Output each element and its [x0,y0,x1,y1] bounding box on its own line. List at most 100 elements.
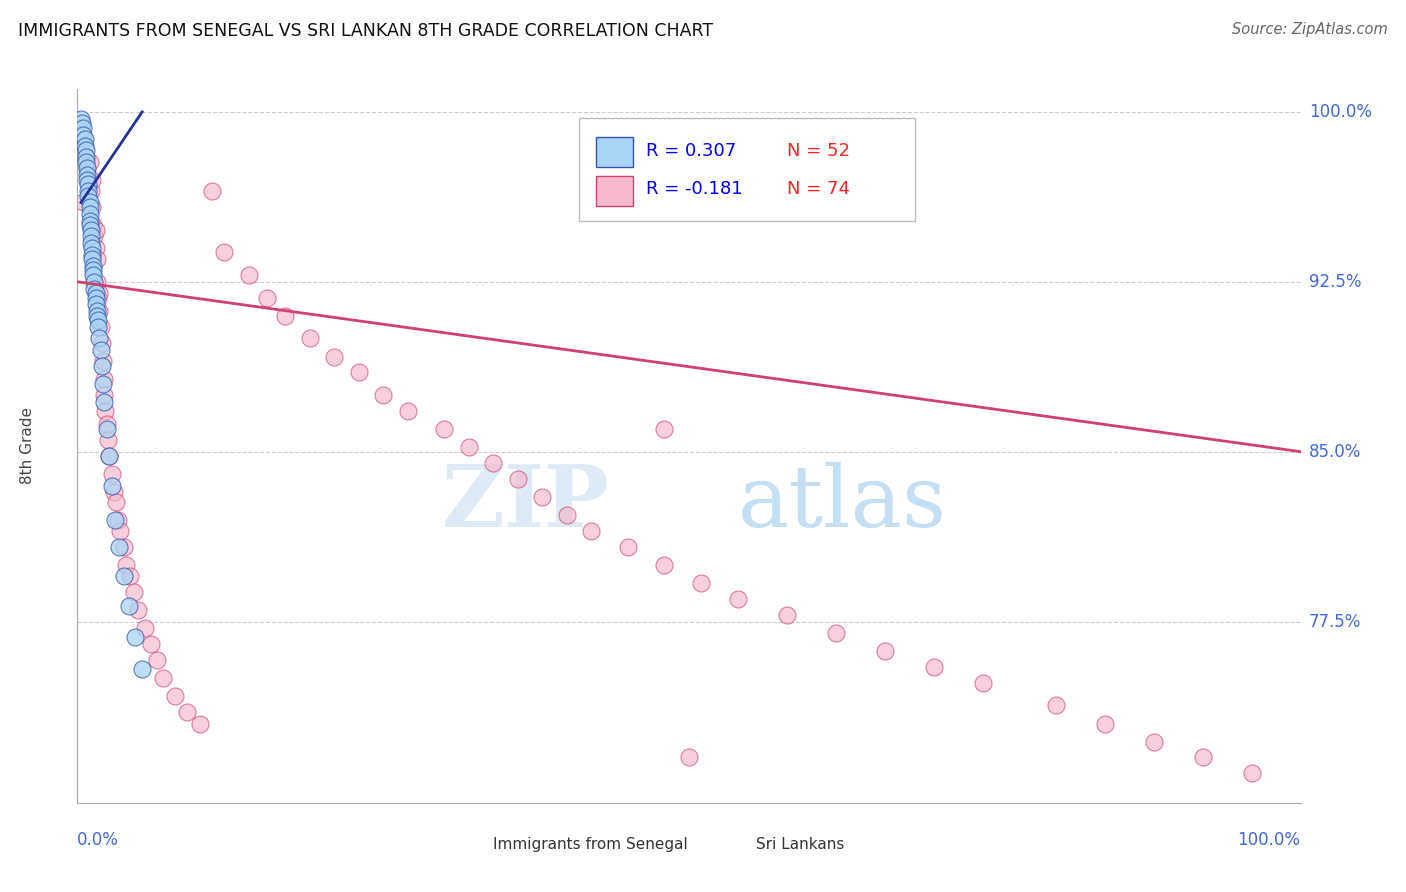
Point [347,365,370,379]
Point [76,173,98,187]
Point [100,478,122,492]
Point [188,716,211,731]
Text: N = 52: N = 52 [787,142,849,160]
Point [654,558,676,572]
Point [79,207,101,221]
Point [112,540,135,554]
Point [727,591,749,606]
Point [84,291,107,305]
Point [579,524,602,538]
Point [118,599,141,613]
Text: N = 74: N = 74 [787,180,849,198]
Point [75,154,97,169]
Text: Source: ZipAtlas.com: Source: ZipAtlas.com [1232,22,1388,37]
Point [371,388,394,402]
Point [91,376,114,391]
Point [323,350,346,364]
Point [80,252,103,266]
Point [112,569,135,583]
Point [87,291,110,305]
Point [82,268,104,282]
Point [86,309,108,323]
Point [152,671,174,685]
Point [72,128,94,142]
Point [80,200,103,214]
Text: 100.0%: 100.0% [1309,103,1372,120]
Point [75,144,97,158]
Point [531,490,554,504]
Point [274,309,297,323]
Point [86,304,108,318]
Point [82,218,104,232]
Text: Sri Lankans: Sri Lankans [756,837,845,852]
Point [90,335,112,350]
Point [176,705,198,719]
Point [98,449,121,463]
Text: 85.0%: 85.0% [1309,442,1361,460]
Point [90,320,112,334]
Point [90,343,112,357]
Point [122,585,145,599]
Text: R = 0.307: R = 0.307 [647,142,737,160]
Point [87,313,110,327]
Point [1143,734,1166,748]
Point [298,331,321,345]
Text: Immigrants from Senegal: Immigrants from Senegal [494,837,688,852]
Text: ZIP: ZIP [441,461,609,545]
Text: 100.0%: 100.0% [1237,831,1301,849]
FancyBboxPatch shape [596,176,633,205]
Point [89,331,111,345]
Point [396,404,419,418]
Point [93,394,115,409]
Point [555,508,578,522]
Point [79,213,101,227]
Point [79,200,101,214]
Point [201,184,224,198]
Point [80,229,103,244]
Point [77,184,100,198]
Point [972,675,994,690]
Point [115,558,138,572]
Point [86,252,108,266]
FancyBboxPatch shape [579,118,915,221]
Point [82,259,104,273]
Point [1045,698,1067,713]
Point [108,524,131,538]
Point [72,195,94,210]
Point [80,247,103,261]
Point [678,750,700,764]
Point [776,607,799,622]
Point [617,540,640,554]
Point [91,354,114,368]
Point [72,120,94,135]
Point [87,320,110,334]
Point [107,513,129,527]
Point [94,404,117,418]
Point [79,154,101,169]
Point [76,161,98,176]
Point [89,304,111,318]
Point [89,286,111,301]
Point [124,631,146,645]
Point [433,422,456,436]
Point [93,372,115,386]
Point [146,653,169,667]
Point [165,690,187,704]
Point [80,184,103,198]
Point [77,178,100,192]
Point [83,275,105,289]
Point [873,644,896,658]
Point [238,268,260,282]
Point [1191,750,1213,764]
Point [77,188,100,202]
Point [73,138,96,153]
Point [105,494,128,508]
Point [97,434,120,448]
Point [127,603,149,617]
Point [457,440,479,454]
Text: 8th Grade: 8th Grade [20,408,35,484]
Point [84,241,107,255]
Point [134,621,156,635]
Point [131,662,153,676]
Point [84,222,107,236]
